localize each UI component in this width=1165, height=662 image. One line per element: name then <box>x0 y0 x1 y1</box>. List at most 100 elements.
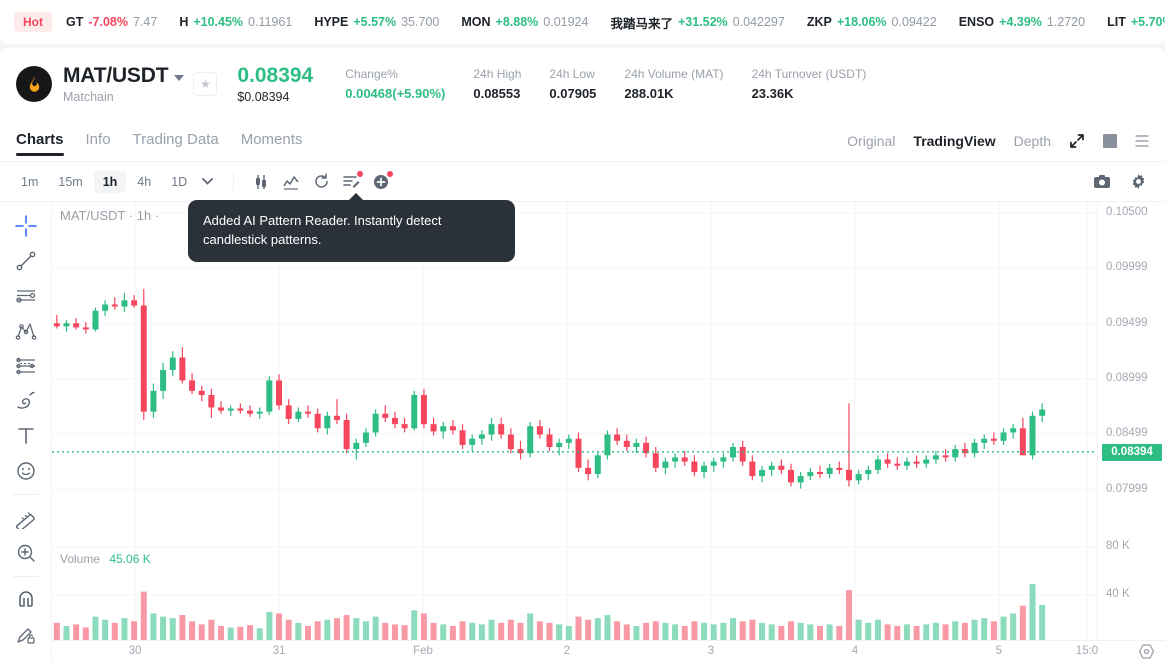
chevron-down-icon[interactable] <box>202 178 214 185</box>
flame-icon <box>16 66 52 102</box>
camera-snapshot-icon[interactable] <box>1087 167 1117 197</box>
toolbar-divider <box>233 172 235 191</box>
ticker-price: 0.01924 <box>543 15 589 29</box>
add-indicator-icon[interactable] <box>366 167 396 197</box>
crosshair-tool-icon[interactable] <box>9 210 43 242</box>
view-option-tradingview[interactable]: TradingView <box>913 132 996 149</box>
last-price: 0.08394 <box>237 64 314 88</box>
view-option-depth[interactable]: Depth <box>1013 132 1051 149</box>
indicators-icon[interactable] <box>276 167 306 197</box>
chart-settings-icon[interactable] <box>1138 643 1155 660</box>
ticker-item[interactable]: HYPE +5.57% 35.700 <box>314 15 439 29</box>
chart-legend-title: MAT/USDT · 1h · <box>60 208 160 223</box>
expand-arrows-icon[interactable] <box>1069 133 1085 149</box>
hamburger-menu-icon[interactable] <box>1135 134 1149 148</box>
time-tick-label: 2 <box>563 645 571 657</box>
price-axis[interactable]: 0.10500 0.09999 0.09499 0.08999 0.08499 0.079… <box>1097 202 1165 640</box>
feature-tooltip[interactable]: Added AI Pattern Reader. Instantly detec… <box>188 193 515 262</box>
ticker-change: +5.57% <box>353 15 397 29</box>
ticker-symbol: HYPE <box>314 15 349 29</box>
tab-info[interactable]: Info <box>85 131 111 148</box>
refresh-icon[interactable] <box>306 167 336 197</box>
chevron-down-icon[interactable] <box>174 74 185 81</box>
timeframe-1m[interactable]: 1m <box>21 174 39 189</box>
emoji-tool-icon[interactable] <box>9 455 43 487</box>
chart-toolbar: 1m 15m 1h 4h 1D <box>0 162 1165 202</box>
stat-value: 23.36K <box>751 86 794 101</box>
lock-drawings-icon[interactable] <box>9 619 43 651</box>
stat-label: 24h Volume (MAT) <box>624 67 724 81</box>
volume-tick-label: 80 K <box>1106 540 1130 552</box>
ticker-change: -7.08% <box>88 15 128 29</box>
price-tick-label: 0.08499 <box>1106 427 1148 439</box>
candlestick-type-icon[interactable] <box>246 167 276 197</box>
chain-label: Matchain <box>63 90 114 104</box>
stat-label: Change% <box>345 67 398 81</box>
ticker-change: +31.52% <box>677 15 728 29</box>
horizontal-lines-tool-icon[interactable] <box>9 280 43 312</box>
trend-line-tool-icon[interactable] <box>9 245 43 277</box>
ticker-item[interactable]: ZKP +18.06% 0.09422 <box>807 15 937 29</box>
pair-block[interactable]: MAT/USDT Matchain <box>63 64 185 104</box>
current-price-tag: 0.08394 <box>1102 443 1162 461</box>
drawing-toolbar <box>0 202 52 662</box>
ticker-item[interactable]: H +10.45% 0.11961 <box>179 15 292 29</box>
alerts-icon[interactable] <box>336 167 366 197</box>
price-tick-label: 0.09999 <box>1106 261 1148 273</box>
chart-settings-gear-icon[interactable] <box>1123 167 1153 197</box>
time-tick-label: 31 <box>272 645 286 657</box>
measure-ruler-icon[interactable] <box>9 502 43 534</box>
timeframe-1h[interactable]: 1h <box>93 170 127 193</box>
candlestick-plot[interactable]: MAT/USDT · 1h · 020 (+0.24%) Volume 45.0… <box>52 202 1097 640</box>
market-ticker-bar[interactable]: Hot GT -7.08% 7.47 H +10.45% 0.11961 HYPE +5.57… <box>0 0 1165 44</box>
toolbar-divider <box>12 576 39 577</box>
text-tool-icon[interactable] <box>9 420 43 452</box>
stat-label: 24h High <box>473 67 522 81</box>
ticker-symbol: GT <box>66 15 84 29</box>
magnet-mode-icon[interactable] <box>9 584 43 616</box>
stat-value: 288.01K <box>624 86 674 101</box>
ticker-symbol: 我踏马来了 <box>610 16 673 31</box>
ticker-price: 35.700 <box>401 15 440 29</box>
ticker-item[interactable]: LIT+5.70%1.574 <box>1107 15 1165 29</box>
timeframe-15m[interactable]: 15m <box>58 174 83 189</box>
market-stat: 24h Turnover (USDT) 23.36K <box>752 67 867 101</box>
ticker-item[interactable]: GT -7.08% 7.47 <box>66 15 157 29</box>
volume-value: 45.06 K <box>109 552 151 566</box>
tab-moments[interactable]: Moments <box>240 131 303 148</box>
timeframe-4h[interactable]: 4h <box>137 174 152 189</box>
star-icon[interactable]: ★ <box>193 72 218 96</box>
ticker-change: +18.06% <box>836 15 887 29</box>
time-tick-label: 15:0 <box>1075 645 1099 657</box>
ticker-item[interactable]: MON +8.88% 0.01924 <box>461 15 588 29</box>
ticker-symbol: LIT <box>1107 15 1126 29</box>
market-stat: 24h Volume (MAT) 288.01K <box>624 67 723 101</box>
notification-dot <box>357 170 364 177</box>
timeframe-1D[interactable]: 1D <box>171 174 188 189</box>
pitchfork-tool-icon[interactable] <box>9 315 43 347</box>
tab-trading-data[interactable]: Trading Data <box>132 131 219 148</box>
ticker-symbol: MON <box>461 15 491 29</box>
square-icon[interactable] <box>1103 133 1117 148</box>
ticker-change: +8.88% <box>495 15 539 29</box>
tab-charts[interactable]: Charts <box>16 120 64 161</box>
ticker-item[interactable]: 我踏马来了 +31.52% 0.042297 <box>610 13 784 32</box>
ticker-item[interactable]: ENSO +4.39% 1.2720 <box>959 15 1085 29</box>
page-nav: Charts Info Trading Data Moments Original Tr… <box>0 120 1165 162</box>
symbol-header: MAT/USDT Matchain ★ 0.08394 $0.08394 Cha… <box>0 48 1165 120</box>
ticker-change: +5.70% <box>1130 15 1165 29</box>
brush-tool-icon[interactable] <box>9 385 43 417</box>
stat-label: 24h Turnover (USDT) <box>751 67 867 81</box>
zoom-in-icon[interactable] <box>9 537 43 569</box>
time-axis[interactable]: 30 31 Feb 2 3 4 5 15:0 <box>52 640 1165 662</box>
last-price-block: 0.08394 $0.08394 <box>237 64 313 103</box>
volume-label: Volume <box>60 552 101 566</box>
time-tick-label: Feb <box>413 645 433 657</box>
ticker-price: 7.47 <box>132 15 158 29</box>
stat-value: 0.08553 <box>473 86 521 101</box>
notification-dot <box>387 170 394 177</box>
chart-canvas[interactable] <box>52 202 1097 640</box>
fib-retracement-tool-icon[interactable] <box>9 350 43 382</box>
view-option-original[interactable]: Original <box>847 132 896 149</box>
